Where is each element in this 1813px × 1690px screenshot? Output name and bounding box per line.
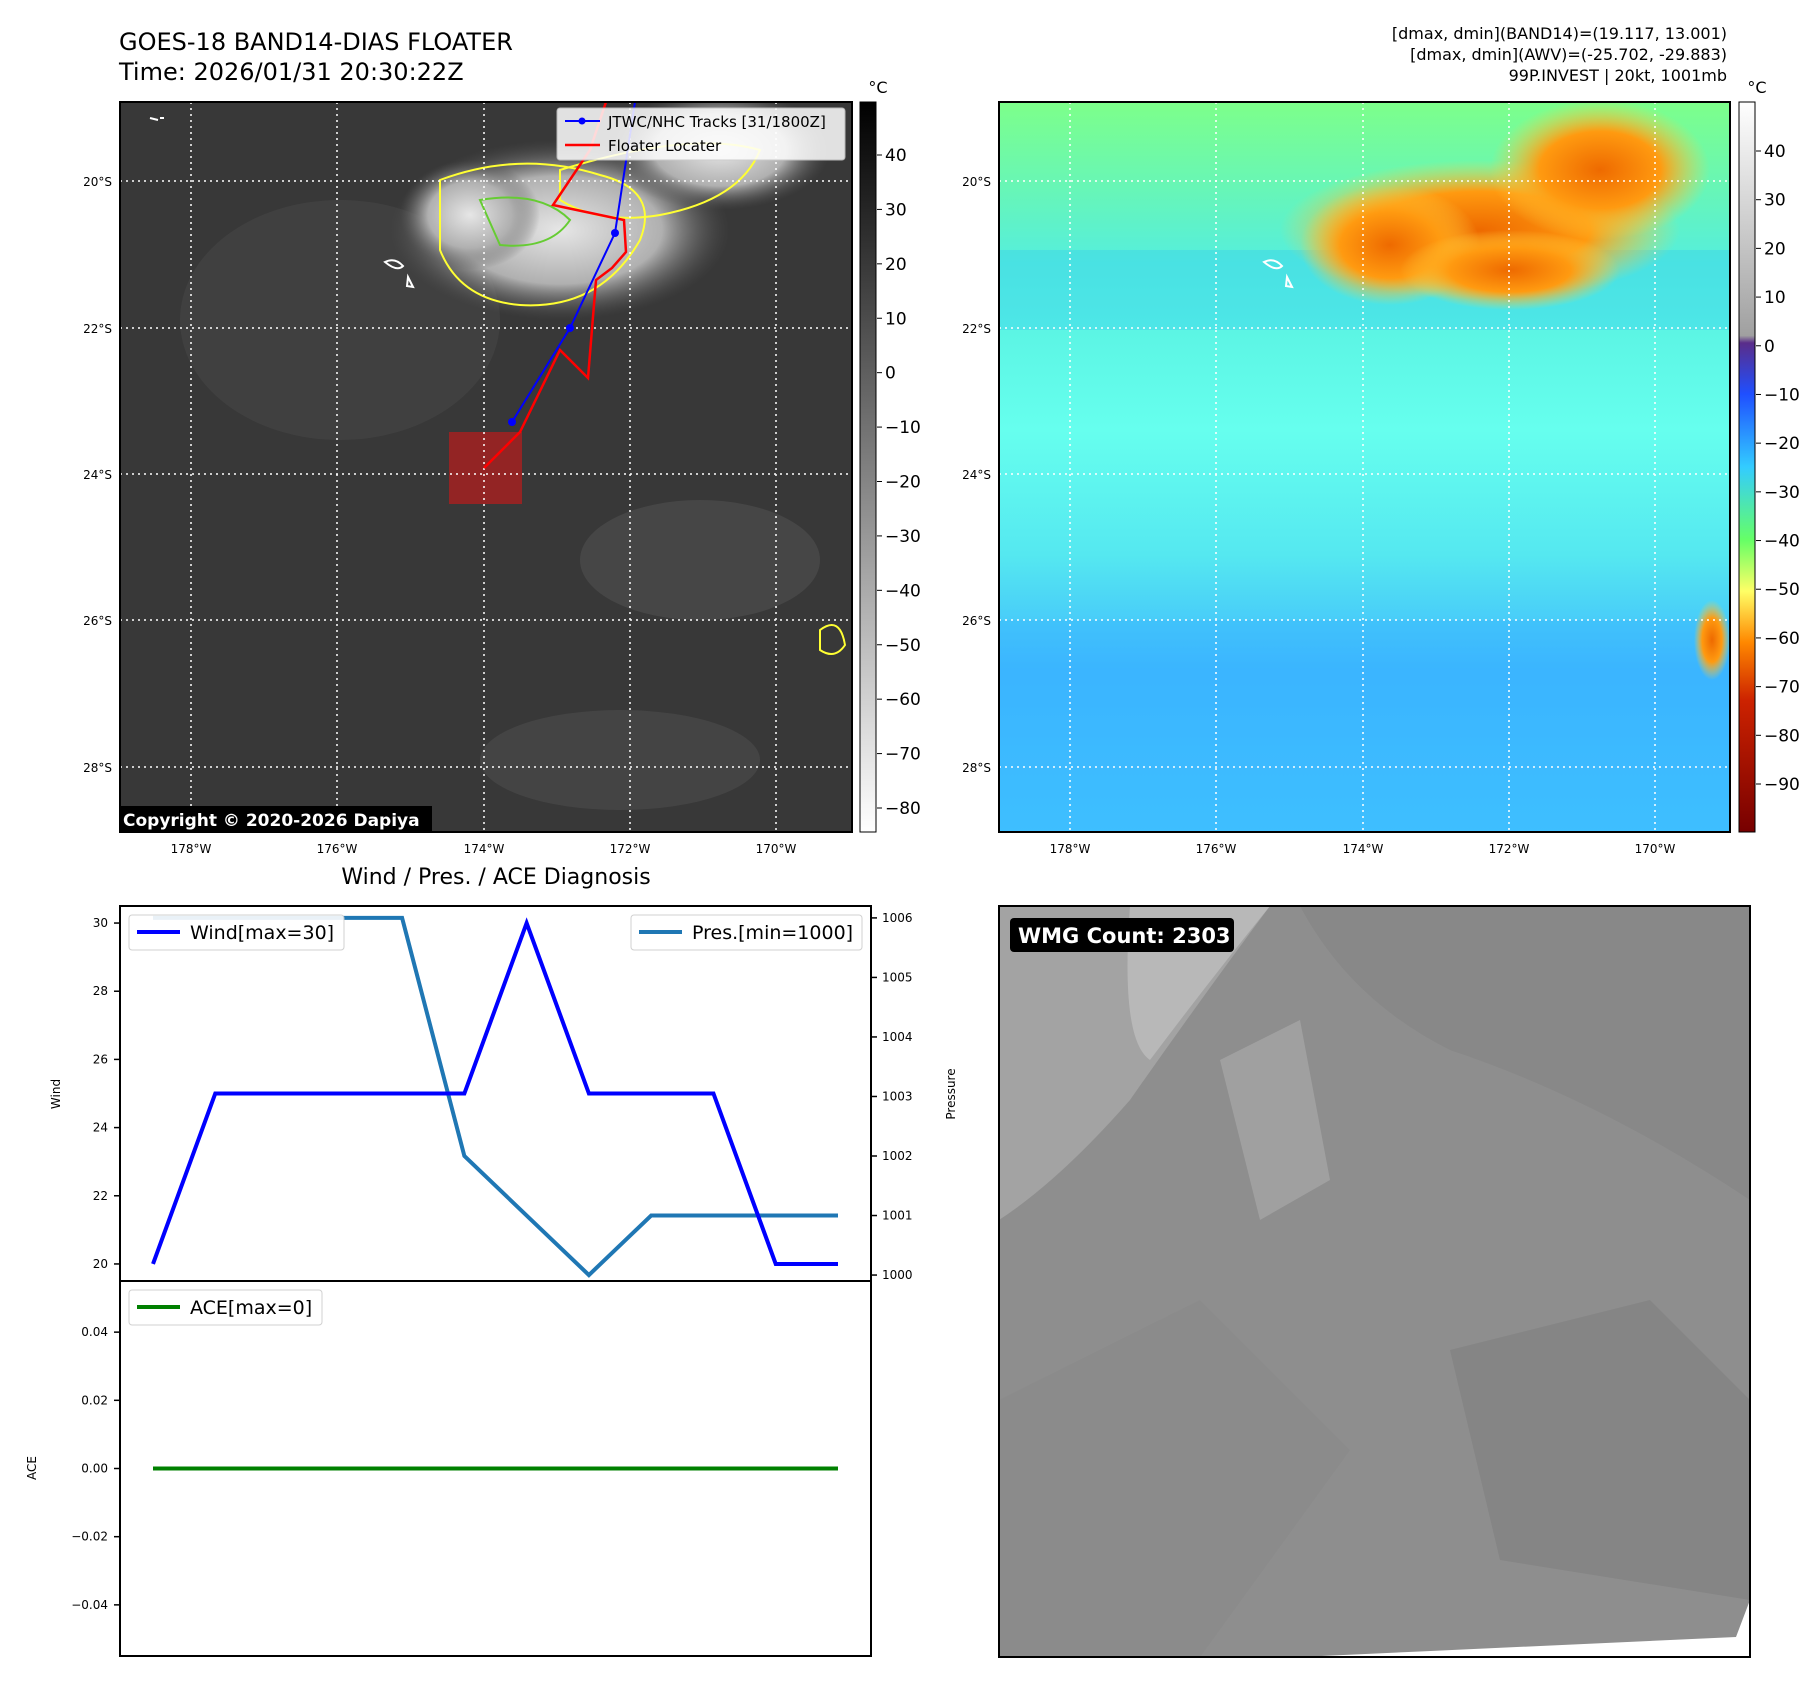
ir-colorbar-tick-label: −60 [885, 690, 921, 710]
figure-title: GOES-18 BAND14-DIAS FLOATER [119, 28, 513, 56]
wv-lon-176: 176°W [1196, 842, 1237, 856]
wmg-count: WMG Count: 2303 [1018, 924, 1231, 948]
legend-floater: Floater Locater [608, 137, 722, 155]
stats-awv: [dmax, dmin](AWV)=(-25.702, -29.883) [1410, 45, 1727, 64]
ir-lon-178: 178°W [171, 842, 212, 856]
ir-colorbar-tick-label: 0 [885, 364, 896, 384]
ir-colorbar-tick-label: −20 [885, 473, 921, 493]
floater-track [483, 102, 628, 469]
pres-ticks-label: 1002 [882, 1149, 913, 1163]
ir-colorbar-tick-label: 20 [885, 255, 907, 275]
wv-colorbar-unit: °C [1747, 78, 1766, 97]
wv-lon-178: 178°W [1050, 842, 1091, 856]
pres-ticks-label: 1000 [882, 1268, 913, 1282]
figure-time: Time: 2026/01/31 20:30:22Z [118, 58, 464, 86]
wind-ticks-label: 26 [93, 1052, 108, 1066]
ir-lat-26: 26°S [83, 614, 112, 628]
ir-colorbar-tick-label: −10 [885, 418, 921, 438]
wv-lon-174: 174°W [1343, 842, 1384, 856]
wv-colorbar-tick-label: −90 [1764, 775, 1800, 795]
wv-lat-24: 24°S [962, 468, 991, 482]
wv-colorbar-tick-label: −60 [1764, 629, 1800, 649]
wv-colorbar-tick-label: 30 [1764, 191, 1786, 211]
wind-ticks-label: 24 [93, 1121, 108, 1135]
ir-lon-176: 176°W [317, 842, 358, 856]
wind-ticks-label: 30 [93, 916, 108, 930]
wv-colorbar-tick-label: 40 [1764, 142, 1786, 162]
pres-legend: Pres.[min=1000] [692, 922, 853, 944]
wv-lat-28: 28°S [962, 761, 991, 775]
diagnosis-title: Wind / Pres. / ACE Diagnosis [341, 865, 650, 890]
wv-colorbar-tick-label: −20 [1764, 434, 1800, 454]
pres-ticks-label: 1005 [882, 970, 913, 984]
wind-ylabel: Wind [49, 1079, 63, 1109]
ir-lon-172: 172°W [610, 842, 651, 856]
ir-colorbar-unit: °C [868, 78, 887, 97]
wv-colorbar-tick-label: 0 [1764, 337, 1775, 357]
wv-colorbar: °C 40 30 20 10 0 −10 −20 −30 −40 −50 −60 −70 −80 −90 [1738, 78, 1800, 833]
wv-colorbar-tick-label: −80 [1764, 726, 1800, 746]
pres-ticks-label: 1001 [882, 1209, 913, 1223]
wv-lon-170: 170°W [1635, 842, 1676, 856]
wv-map: 20°S 22°S 24°S 26°S 28°S 178°W 176°W 174… [962, 101, 1731, 856]
wv-colorbar-tick-label: −10 [1764, 385, 1800, 405]
ace-ticks-label: 0.00 [81, 1462, 108, 1476]
pres-ticks-label: 1006 [882, 911, 913, 925]
wind-ticks-label: 20 [93, 1257, 108, 1271]
pres-ticks-label: 1003 [882, 1089, 913, 1103]
wv-lat-26: 26°S [962, 614, 991, 628]
ir-lat-28: 28°S [83, 761, 112, 775]
legend-track: JTWC/NHC Tracks [31/1800Z] [607, 113, 826, 131]
wind-legend: Wind[max=30] [190, 922, 334, 944]
ir-lat-22: 22°S [83, 322, 112, 336]
wv-colorbar-tick-label: 10 [1764, 288, 1786, 308]
ir-lon-170: 170°W [756, 842, 797, 856]
ace-ticks-label: −0.02 [71, 1530, 108, 1544]
copyright: Copyright © 2020-2026 Dapiya [123, 811, 420, 831]
ir-colorbar-tick-label: 10 [885, 309, 907, 329]
ir-colorbar-tick-label: −50 [885, 636, 921, 656]
ace-ticks-label: −0.04 [71, 1598, 108, 1612]
wv-lon-172: 172°W [1489, 842, 1530, 856]
ir-map: JTWC/NHC Tracks [31/1800Z] Floater Locat… [83, 101, 853, 856]
wind-pressure-panel: 30 28 26 24 22 20 1006 1005 1004 1003 1002 1001 100… [49, 905, 958, 1282]
wmg-panel: WMG Count: 2303 [998, 905, 1751, 1658]
ace-legend: ACE[max=0] [190, 1297, 312, 1319]
ir-colorbar-tick-label: −30 [885, 527, 921, 547]
pres-ticks-label: 1004 [882, 1030, 913, 1044]
ir-lon-174: 174°W [464, 842, 505, 856]
stats-storm: 99P.INVEST | 20kt, 1001mb [1509, 66, 1727, 85]
pressure-ylabel: Pressure [944, 1068, 958, 1119]
wv-colorbar-tick-label: −50 [1764, 580, 1800, 600]
wv-colorbar-tick-label: −70 [1764, 678, 1800, 698]
wind-line [151, 917, 838, 1266]
jtwc-track [511, 102, 636, 423]
ir-colorbar-tick-label: −70 [885, 745, 921, 765]
wv-colorbar-tick-label: 20 [1764, 239, 1786, 259]
wv-colorbar-tick-label: −40 [1764, 532, 1800, 552]
ir-lat-20: 20°S [83, 175, 112, 189]
ace-ticks-label: 0.04 [81, 1325, 108, 1339]
wv-lat-20: 20°S [962, 175, 991, 189]
ir-colorbar-tick-label: −80 [885, 799, 921, 819]
ir-lat-24: 24°S [83, 468, 112, 482]
ace-ylabel: ACE [25, 1456, 39, 1480]
wv-lat-22: 22°S [962, 322, 991, 336]
stats-band14: [dmax, dmin](BAND14)=(19.117, 13.001) [1392, 24, 1727, 43]
wind-ticks-label: 28 [93, 984, 108, 998]
wv-colorbar-tick-label: −30 [1764, 483, 1800, 503]
ir-colorbar: °C 40 30 20 10 0 −10 −20 −30 −40 −50 −60 −70 −80 [859, 78, 921, 833]
ir-colorbar-tick-label: 40 [885, 146, 907, 166]
wind-ticks-label: 22 [93, 1189, 108, 1203]
ir-colorbar-tick-label: −40 [885, 581, 921, 601]
ir-colorbar-tick-label: 30 [885, 200, 907, 220]
ace-panel: 0.04 0.02 0.00 −0.02 −0.04 ACE ACE[max=0] [25, 1280, 872, 1657]
ace-ticks-label: 0.02 [81, 1393, 108, 1407]
